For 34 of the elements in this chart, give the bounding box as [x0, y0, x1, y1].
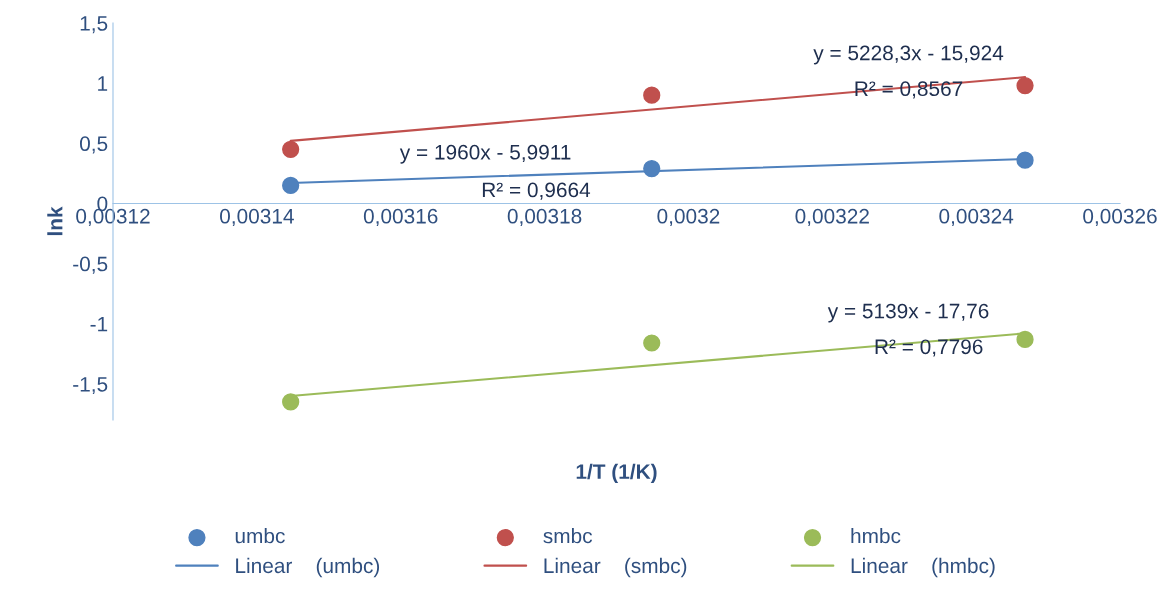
legend-label: smbc: [543, 527, 593, 544]
point: [1016, 76, 1034, 95]
y-axis-title: lnk: [47, 206, 63, 236]
y-tick-label: -1,5: [73, 377, 108, 395]
point: [1016, 330, 1034, 349]
y-tick-label: -0,5: [73, 256, 108, 274]
annotation: y = 5139x - 17,76: [827, 303, 989, 323]
annotation: R² = 0,9664: [482, 182, 591, 200]
annotation: y = 1960x - 5,9911: [399, 144, 571, 164]
point: [643, 86, 661, 104]
legend-label: umbc: [235, 527, 285, 544]
annotation: y = 5228,3x - 15,924: [813, 45, 1004, 65]
x-tick-label: 0,0032: [657, 208, 720, 227]
x-tick-label: 0,00324: [939, 208, 1014, 227]
x-tick-label: 0,00318: [507, 208, 582, 227]
point: [282, 176, 300, 195]
point: [643, 334, 661, 352]
y-tick-label: -1: [90, 316, 108, 332]
legend-label: hmbc: [851, 527, 901, 544]
legend-label: Linear (hmbc): [851, 557, 995, 578]
point: [282, 393, 300, 411]
y-tick-label: 1,5: [80, 16, 108, 34]
point: [643, 159, 661, 178]
point: [1016, 151, 1034, 169]
x-axis-title: 1/T (1/K): [576, 463, 657, 484]
legend-label: Linear (umbc): [236, 557, 380, 578]
y-tick-label: 1: [98, 76, 108, 91]
x-tick-label: 0,00316: [363, 208, 438, 227]
x-tick-label: 0,00322: [795, 208, 869, 227]
x-tick-label: 0,00314: [220, 208, 294, 227]
legend-label: Linear (smbc): [544, 557, 687, 578]
y-tick-label: 0,5: [79, 136, 108, 154]
x-tick-label: 0,00326: [1083, 208, 1157, 227]
point: [282, 140, 300, 158]
